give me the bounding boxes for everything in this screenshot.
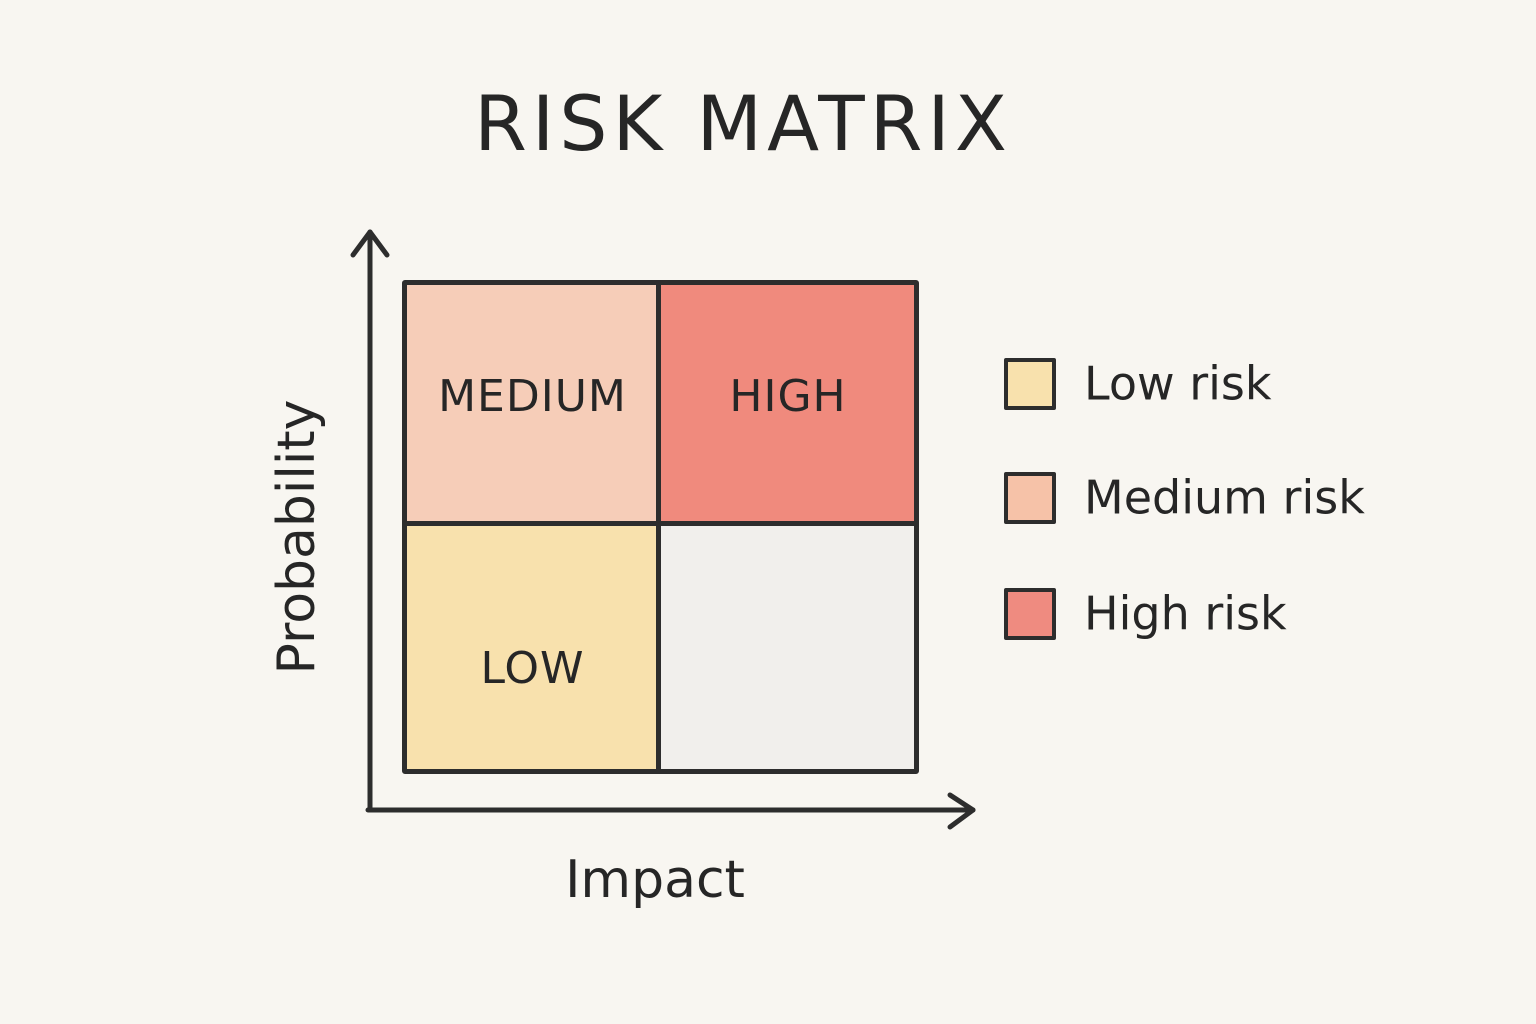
diagram-title: RISK MATRIX — [474, 79, 1012, 168]
legend-label-high: High risk — [1084, 586, 1287, 641]
grid-divider-vertical — [656, 282, 661, 772]
matrix-grid-outline — [402, 280, 919, 774]
y-axis-arrowhead — [350, 229, 390, 258]
grid-divider-horizontal — [404, 521, 917, 526]
y-axis-label: Probability — [267, 399, 327, 675]
x-axis-arrowhead — [947, 792, 976, 830]
cell-medium-label: MEDIUM — [438, 371, 627, 422]
cell-low: LOW — [405, 526, 660, 771]
legend-label-medium: Medium risk — [1084, 470, 1365, 525]
legend-label-low: Low risk — [1084, 356, 1272, 411]
cell-low-label: LOW — [480, 643, 585, 694]
legend-swatch-high — [1004, 588, 1056, 640]
x-axis-label: Impact — [565, 850, 745, 910]
cell-medium: MEDIUM — [405, 283, 660, 526]
cell-high-label: HIGH — [729, 371, 847, 422]
legend-swatch-medium — [1004, 472, 1056, 524]
cell-empty — [660, 526, 916, 771]
legend-swatch-low — [1004, 358, 1056, 410]
cell-high: HIGH — [660, 283, 916, 526]
